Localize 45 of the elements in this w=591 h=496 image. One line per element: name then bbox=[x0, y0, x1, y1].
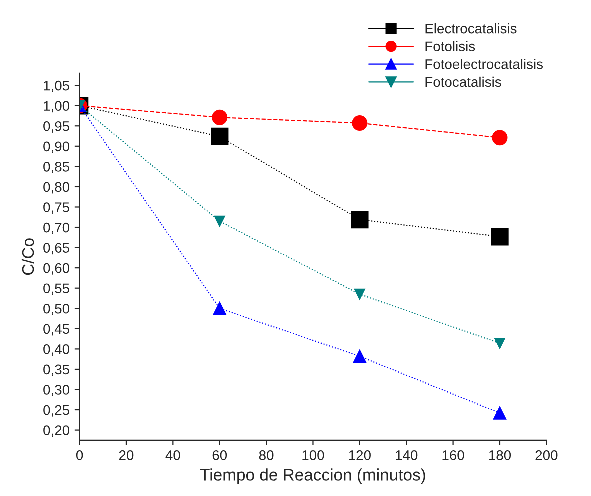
y-tick-label: 0,95 bbox=[44, 121, 70, 133]
x-tick-label: 40 bbox=[166, 450, 180, 460]
point bbox=[493, 406, 507, 420]
y-tick-label: 0,30 bbox=[44, 385, 70, 397]
y-tick-label: 0,20 bbox=[44, 426, 70, 438]
y-tick-label: 0,25 bbox=[44, 405, 70, 417]
x-tick-label: 60 bbox=[212, 450, 228, 460]
x-tick-label: 160 bbox=[442, 450, 464, 460]
x-tick-label: 140 bbox=[396, 450, 418, 460]
y-axis-title: C/Co bbox=[22, 238, 34, 276]
point bbox=[212, 110, 228, 126]
legend-label: Electrocatalisis bbox=[426, 24, 517, 34]
y-tick-label: 0,80 bbox=[44, 182, 70, 194]
x-tick-label: 180 bbox=[489, 450, 512, 460]
x-tick-label: 200 bbox=[536, 450, 558, 460]
y-tick-label: 0,35 bbox=[44, 364, 70, 376]
point bbox=[353, 350, 367, 364]
legend-label: Fotocatalisis bbox=[426, 76, 502, 88]
y-tick-label: 0,90 bbox=[44, 142, 70, 154]
point bbox=[352, 116, 368, 132]
y-tick-label: 0,60 bbox=[44, 263, 70, 275]
x-axis-title: Tiempo de Reaccion (minutos) bbox=[200, 468, 426, 484]
y-tick-label: 0,50 bbox=[44, 304, 70, 316]
y-tick-label: 1,05 bbox=[44, 80, 70, 92]
point bbox=[351, 210, 369, 229]
y-tick-label: 0,70 bbox=[44, 222, 70, 234]
y-tick-label: 0,85 bbox=[44, 162, 70, 174]
x-tick-label: 100 bbox=[302, 450, 324, 460]
x-tick-label: 80 bbox=[259, 450, 274, 460]
x-tick-label: 0 bbox=[76, 450, 84, 460]
point bbox=[491, 228, 509, 246]
point bbox=[211, 128, 229, 146]
legend-label: Fotolisis bbox=[426, 41, 476, 52]
y-tick-label: 0,40 bbox=[44, 344, 70, 356]
y-tick-label: 0,75 bbox=[44, 202, 70, 214]
x-tick-label: 20 bbox=[119, 450, 134, 460]
y-tick-label: 0,65 bbox=[44, 243, 70, 255]
legend-label: Fotoelectrocatalisis bbox=[426, 59, 544, 70]
x-tick-label: 120 bbox=[349, 450, 371, 460]
y-tick-label: 0,45 bbox=[44, 324, 70, 336]
point bbox=[354, 288, 366, 300]
point bbox=[492, 130, 508, 146]
point bbox=[494, 338, 506, 350]
y-tick-label: 1,00 bbox=[44, 101, 70, 113]
y-tick-label: 0,55 bbox=[44, 284, 70, 296]
